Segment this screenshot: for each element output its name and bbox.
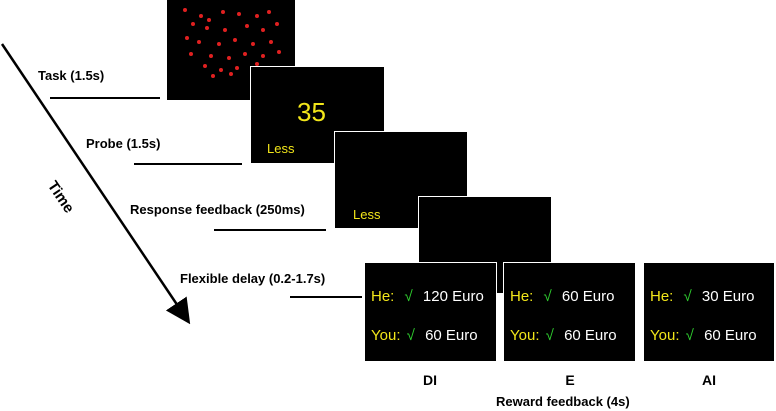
check-icon: √ <box>543 288 552 305</box>
stage-label-probe: Probe (1.5s) <box>86 136 161 151</box>
red-dot <box>261 28 265 32</box>
he-label: He: <box>510 288 534 305</box>
response-word: Less <box>353 207 381 222</box>
red-dot <box>207 18 211 22</box>
time-label: Time <box>43 178 78 217</box>
red-dot <box>243 52 247 56</box>
he-amount: 60 Euro <box>561 288 615 305</box>
stage-label-response-feedback: Response feedback (250ms) <box>130 202 305 217</box>
stage-label-delay: Flexible delay (0.2-1.7s) <box>180 271 326 286</box>
red-dot <box>255 62 259 66</box>
red-dot <box>235 66 239 70</box>
red-dot <box>197 40 201 44</box>
red-dot <box>269 40 273 44</box>
red-dot <box>233 38 237 42</box>
dot-array <box>183 8 281 78</box>
he-label: He: <box>650 288 674 305</box>
red-dot <box>203 64 207 68</box>
probe-word: Less <box>267 141 295 156</box>
stage-line-probe <box>134 163 242 165</box>
response-screen: Less <box>334 131 468 229</box>
red-dot <box>237 12 241 16</box>
check-icon: √ <box>406 327 415 344</box>
he-row: He: √ 30 Euro <box>650 288 754 305</box>
red-dot <box>275 22 279 26</box>
check-icon: √ <box>685 327 694 344</box>
reward-panel-ai: He: √ 30 Euro You: √ 60 Euro <box>643 262 775 362</box>
condition-label-e: E <box>565 372 575 388</box>
red-dot <box>261 54 265 58</box>
red-dot <box>199 14 203 18</box>
you-amount: 60 Euro <box>564 327 617 344</box>
red-dot <box>191 22 195 26</box>
check-icon: √ <box>683 288 692 305</box>
red-dot <box>217 42 221 46</box>
he-amount: 30 Euro <box>701 288 755 305</box>
you-amount: 60 Euro <box>704 327 757 344</box>
red-dot <box>185 36 189 40</box>
red-dot <box>183 8 187 12</box>
red-dot <box>229 72 233 76</box>
probe-number: 35 <box>297 97 326 127</box>
stage-line-task <box>50 97 160 99</box>
reward-panel-di: He: √ 120 Euro You: √ 60 Euro <box>364 262 497 362</box>
you-row: You: √ 60 Euro <box>371 327 478 344</box>
you-label: You: <box>510 327 540 344</box>
he-row: He: √ 60 Euro <box>510 288 614 305</box>
you-amount: 60 Euro <box>425 327 478 344</box>
reward-panel-e: He: √ 60 Euro You: √ 60 Euro <box>503 262 636 362</box>
red-dot <box>245 24 249 28</box>
red-dot <box>267 10 271 14</box>
red-dot <box>219 68 223 72</box>
he-row: He: √ 120 Euro <box>371 288 484 305</box>
red-dot <box>221 10 225 14</box>
reward-feedback-title: Reward feedback (4s) <box>496 394 630 409</box>
stage-line-response-feedback <box>214 229 326 231</box>
condition-label-di: DI <box>423 372 437 388</box>
red-dot <box>277 50 281 54</box>
he-label: He: <box>371 288 395 305</box>
you-label: You: <box>371 327 401 344</box>
red-dot <box>205 26 209 30</box>
red-dot <box>227 56 231 60</box>
stage-label-task: Task (1.5s) <box>38 68 105 83</box>
you-row: You: √ 60 Euro <box>650 327 757 344</box>
red-dot <box>251 42 255 46</box>
red-dot <box>211 74 215 78</box>
stage-line-delay <box>290 296 362 298</box>
he-amount: 120 Euro <box>422 288 484 305</box>
check-icon: √ <box>404 288 413 305</box>
red-dot <box>223 28 227 32</box>
condition-label-ai: AI <box>702 372 716 388</box>
red-dot <box>189 52 193 56</box>
you-label: You: <box>650 327 680 344</box>
check-icon: √ <box>545 327 554 344</box>
red-dot <box>209 54 213 58</box>
red-dot <box>255 14 259 18</box>
you-row: You: √ 60 Euro <box>510 327 617 344</box>
